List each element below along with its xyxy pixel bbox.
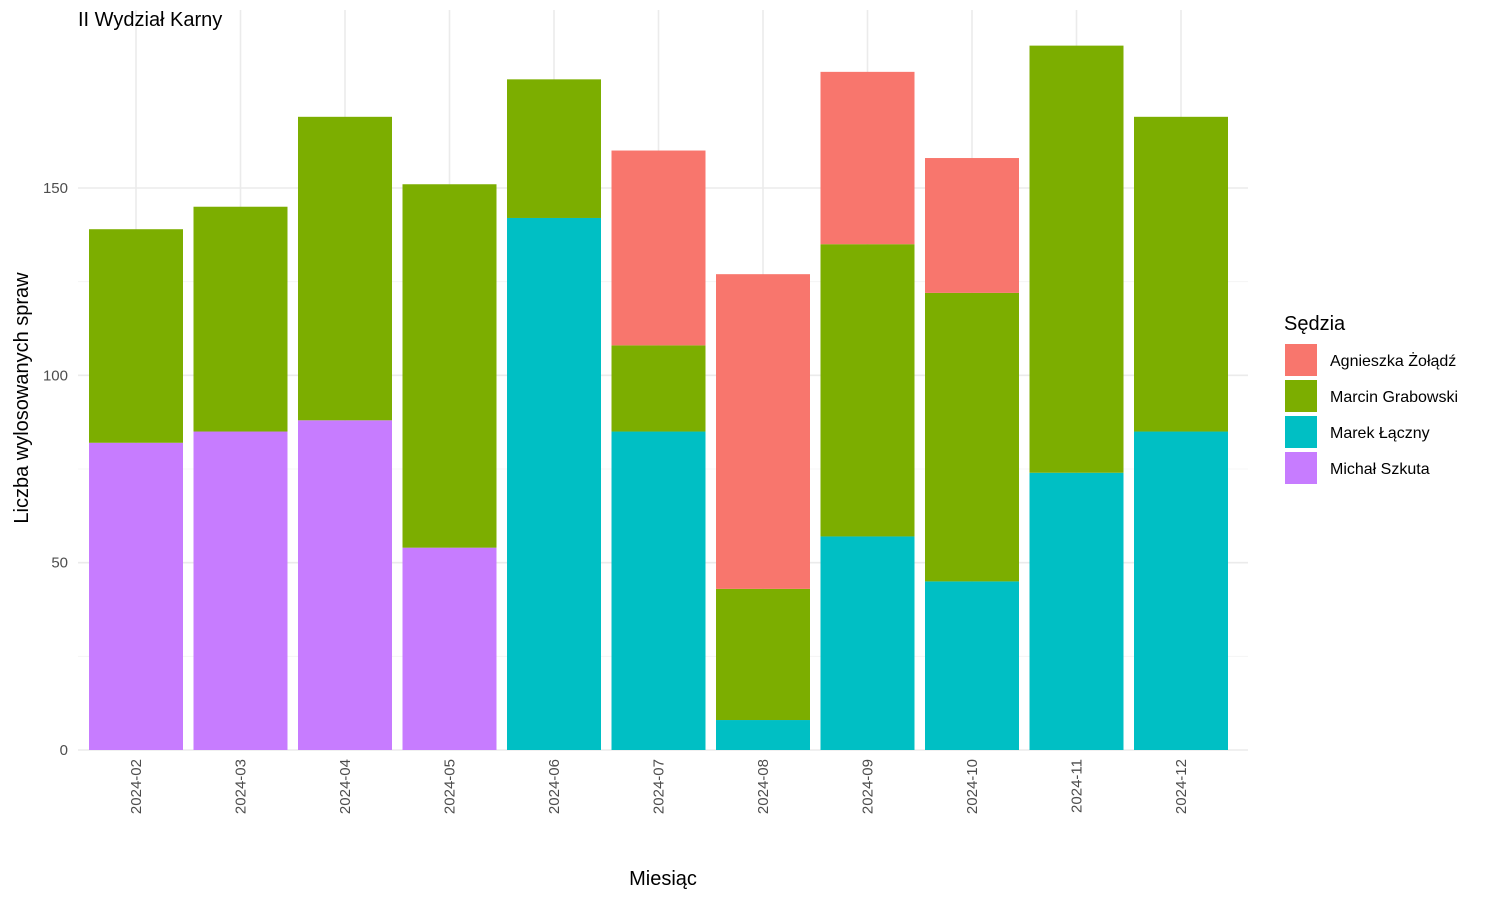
x-tick-label: 2024-05 <box>442 759 459 814</box>
bar-segment <box>820 71 915 245</box>
x-tick-label: 2024-12 <box>1173 759 1190 814</box>
bar-segment <box>611 431 706 750</box>
x-tick-label: 2024-11 <box>1069 759 1086 813</box>
y-tick-label: 150 <box>43 180 68 197</box>
x-tick-label: 2024-09 <box>860 759 877 814</box>
chart-title: II Wydział Karny <box>78 9 222 31</box>
legend-label: Marcin Grabowski <box>1330 389 1458 406</box>
legend-label: Marek Łączny <box>1330 425 1430 442</box>
x-tick-label: 2024-04 <box>337 759 354 814</box>
x-tick-label: 2024-02 <box>128 759 145 814</box>
bar-segment <box>925 158 1019 293</box>
x-tick-label: 2024-08 <box>755 759 772 814</box>
bar-segment <box>820 536 915 750</box>
bar-segment <box>193 206 288 432</box>
y-tick-label: 50 <box>51 555 68 572</box>
bar-segment <box>402 184 497 548</box>
y-axis-ticks: 0 50 100 150 <box>43 180 68 759</box>
x-tick-label: 2024-07 <box>651 759 668 814</box>
bar-segment <box>925 292 1019 582</box>
legend-title: Sędzia <box>1284 313 1346 335</box>
bar-segment <box>716 588 810 721</box>
x-tick-label: 2024-06 <box>546 759 563 814</box>
bars <box>89 45 1228 750</box>
legend-label: Agnieszka Żołądź <box>1330 351 1456 370</box>
bar-segment <box>611 345 706 432</box>
legend-swatch <box>1285 416 1317 448</box>
x-tick-label: 2024-03 <box>233 759 250 814</box>
bar-segment <box>716 274 810 589</box>
legend-swatch <box>1285 452 1317 484</box>
bar-segment <box>507 217 601 750</box>
bar-segment <box>89 229 183 443</box>
bar-segment <box>925 581 1019 750</box>
y-tick-label: 0 <box>60 742 68 759</box>
x-axis-title: Miesiąc <box>629 868 697 890</box>
legend-swatch <box>1285 344 1317 376</box>
legend-label: Michał Szkuta <box>1330 461 1430 478</box>
x-axis-ticks: 2024-02 2024-03 2024-04 2024-05 2024-06 2024-… <box>128 759 1190 814</box>
legend-swatch <box>1285 380 1317 412</box>
bar-segment <box>611 150 706 346</box>
bar-segment <box>89 442 183 750</box>
legend: Sędzia Agnieszka Żołądź Marcin Grabowski M… <box>1284 313 1458 484</box>
bar-segment <box>507 79 601 218</box>
bar-segment <box>820 244 915 537</box>
y-tick-label: 100 <box>43 367 68 384</box>
bar-segment <box>1134 431 1228 750</box>
bar-segment <box>1134 116 1228 432</box>
y-axis-title: Liczba wylosowanych spraw <box>11 272 33 524</box>
bar-segment <box>298 116 392 421</box>
bar-segment <box>298 420 392 750</box>
bar-segment <box>1029 472 1124 750</box>
bar-segment <box>402 547 497 750</box>
bar-segment <box>1029 45 1124 473</box>
bar-segment <box>193 431 288 750</box>
bar-segment <box>716 720 810 750</box>
x-tick-label: 2024-10 <box>964 759 981 814</box>
